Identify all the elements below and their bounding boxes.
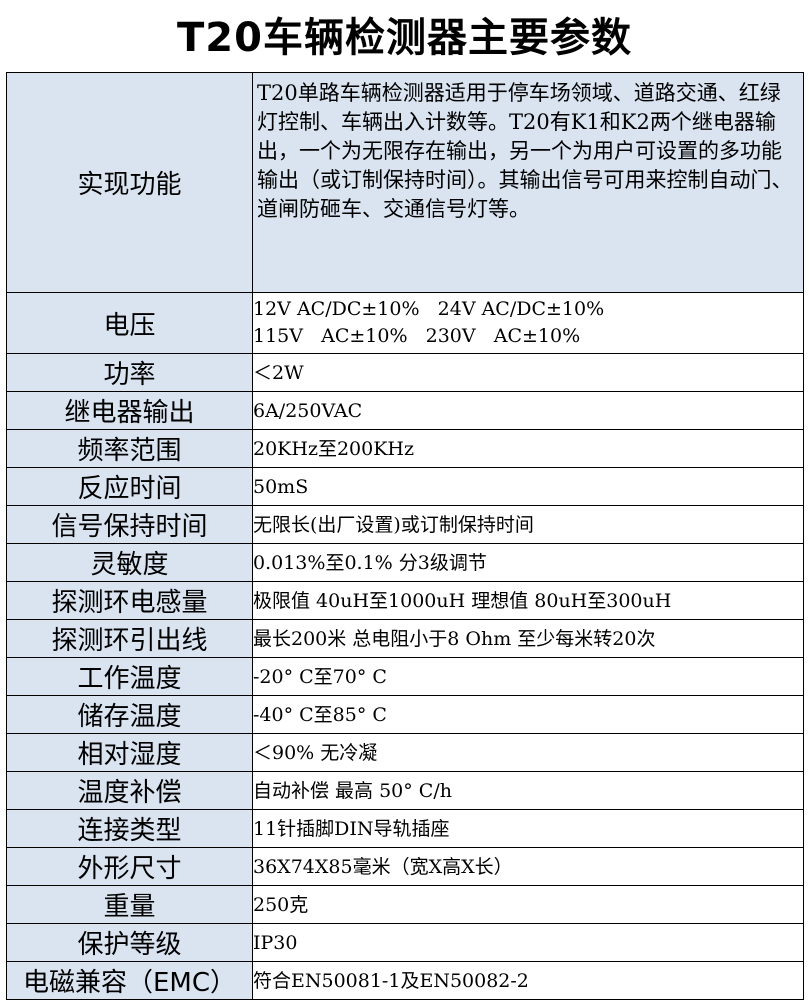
row-label: 储存温度 — [6, 695, 253, 734]
row-label: 反应时间 — [6, 467, 253, 506]
row-label: 外形尺寸 — [6, 847, 253, 886]
row-label: 探测环电感量 — [6, 581, 253, 620]
row-value: 36X74X85毫米（宽X高X长） — [252, 847, 804, 886]
row-value: 自动补偿 最高 50° C/h — [252, 771, 804, 810]
row-value: 250克 — [252, 885, 804, 924]
table-row: 探测环引出线 最长200米 总电阻小于8 Ohm 至少每米转20次 — [6, 619, 804, 658]
row-value: 最长200米 总电阻小于8 Ohm 至少每米转20次 — [252, 619, 804, 658]
page-title: T20车辆检测器主要参数 — [177, 15, 632, 61]
row-label: 温度补偿 — [6, 771, 253, 810]
row-label: 相对湿度 — [6, 733, 253, 772]
row-label: 电压 — [6, 292, 253, 354]
table-row: 储存温度 -40° C至85° C — [6, 695, 804, 734]
row-label: 保护等级 — [6, 923, 253, 962]
row-label: 继电器输出 — [6, 391, 253, 430]
row-value: 0.013%至0.1% 分3级调节 — [252, 543, 804, 582]
row-value: 50mS — [252, 467, 804, 506]
row-value: ＜2W — [252, 353, 804, 392]
row-label: 灵敏度 — [6, 543, 253, 582]
table-row: 温度补偿 自动补偿 最高 50° C/h — [6, 771, 804, 810]
table-row: 探测环电感量 极限值 40uH至1000uH 理想值 80uH至300uH — [6, 581, 804, 620]
row-value: IP30 — [252, 923, 804, 962]
table-row: 工作温度 -20° C至70° C — [6, 657, 804, 696]
row-value: 20KHz至200KHz — [252, 429, 804, 468]
voltage-line: 12V AC/DC±10% 24V AC/DC±10% — [253, 298, 605, 320]
row-value: -40° C至85° C — [252, 695, 804, 734]
table-row: 保护等级 IP30 — [6, 923, 804, 962]
row-label: 功率 — [6, 353, 253, 392]
table-row: 重量 250克 — [6, 885, 804, 924]
parameter-table: 实现功能 T20单路车辆检测器适用于停车场领域、道路交通、红绿灯控制、车辆出入计… — [6, 72, 804, 1000]
row-label: 频率范围 — [6, 429, 253, 468]
table-row: 连接类型 11针插脚DIN导轨插座 — [6, 809, 804, 848]
table-row: 相对湿度 ＜90% 无冷凝 — [6, 733, 804, 772]
row-value: 12V AC/DC±10% 24V AC/DC±10% 115V AC±10% … — [252, 292, 804, 354]
row-value: 11针插脚DIN导轨插座 — [252, 809, 804, 848]
table-row: 频率范围 20KHz至200KHz — [6, 429, 804, 468]
row-value: T20单路车辆检测器适用于停车场领域、道路交通、红绿灯控制、车辆出入计数等。T2… — [252, 72, 804, 293]
row-value: 极限值 40uH至1000uH 理想值 80uH至300uH — [252, 581, 804, 620]
table-row: 外形尺寸 36X74X85毫米（宽X高X长） — [6, 847, 804, 886]
table-row: 继电器输出 6A/250VAC — [6, 391, 804, 430]
row-label: 工作温度 — [6, 657, 253, 696]
table-row: 实现功能 T20单路车辆检测器适用于停车场领域、道路交通、红绿灯控制、车辆出入计… — [6, 72, 804, 293]
row-label: 重量 — [6, 885, 253, 924]
voltage-line: 115V AC±10% 230V AC±10% — [253, 325, 581, 347]
row-label: 实现功能 — [6, 72, 253, 293]
row-label: 连接类型 — [6, 809, 253, 848]
table-row: 反应时间 50mS — [6, 467, 804, 506]
row-label: 信号保持时间 — [6, 505, 253, 544]
row-value: 无限长(出厂设置)或订制保持时间 — [252, 505, 804, 544]
table-row: 功率 ＜2W — [6, 353, 804, 392]
row-value: ＜90% 无冷凝 — [252, 733, 804, 772]
row-value: -20° C至70° C — [252, 657, 804, 696]
row-label: 探测环引出线 — [6, 619, 253, 658]
table-row: 电压 12V AC/DC±10% 24V AC/DC±10% 115V AC±1… — [6, 292, 804, 354]
table-row: 灵敏度 0.013%至0.1% 分3级调节 — [6, 543, 804, 582]
row-value: 6A/250VAC — [252, 391, 804, 430]
table-row: 信号保持时间 无限长(出厂设置)或订制保持时间 — [6, 505, 804, 544]
